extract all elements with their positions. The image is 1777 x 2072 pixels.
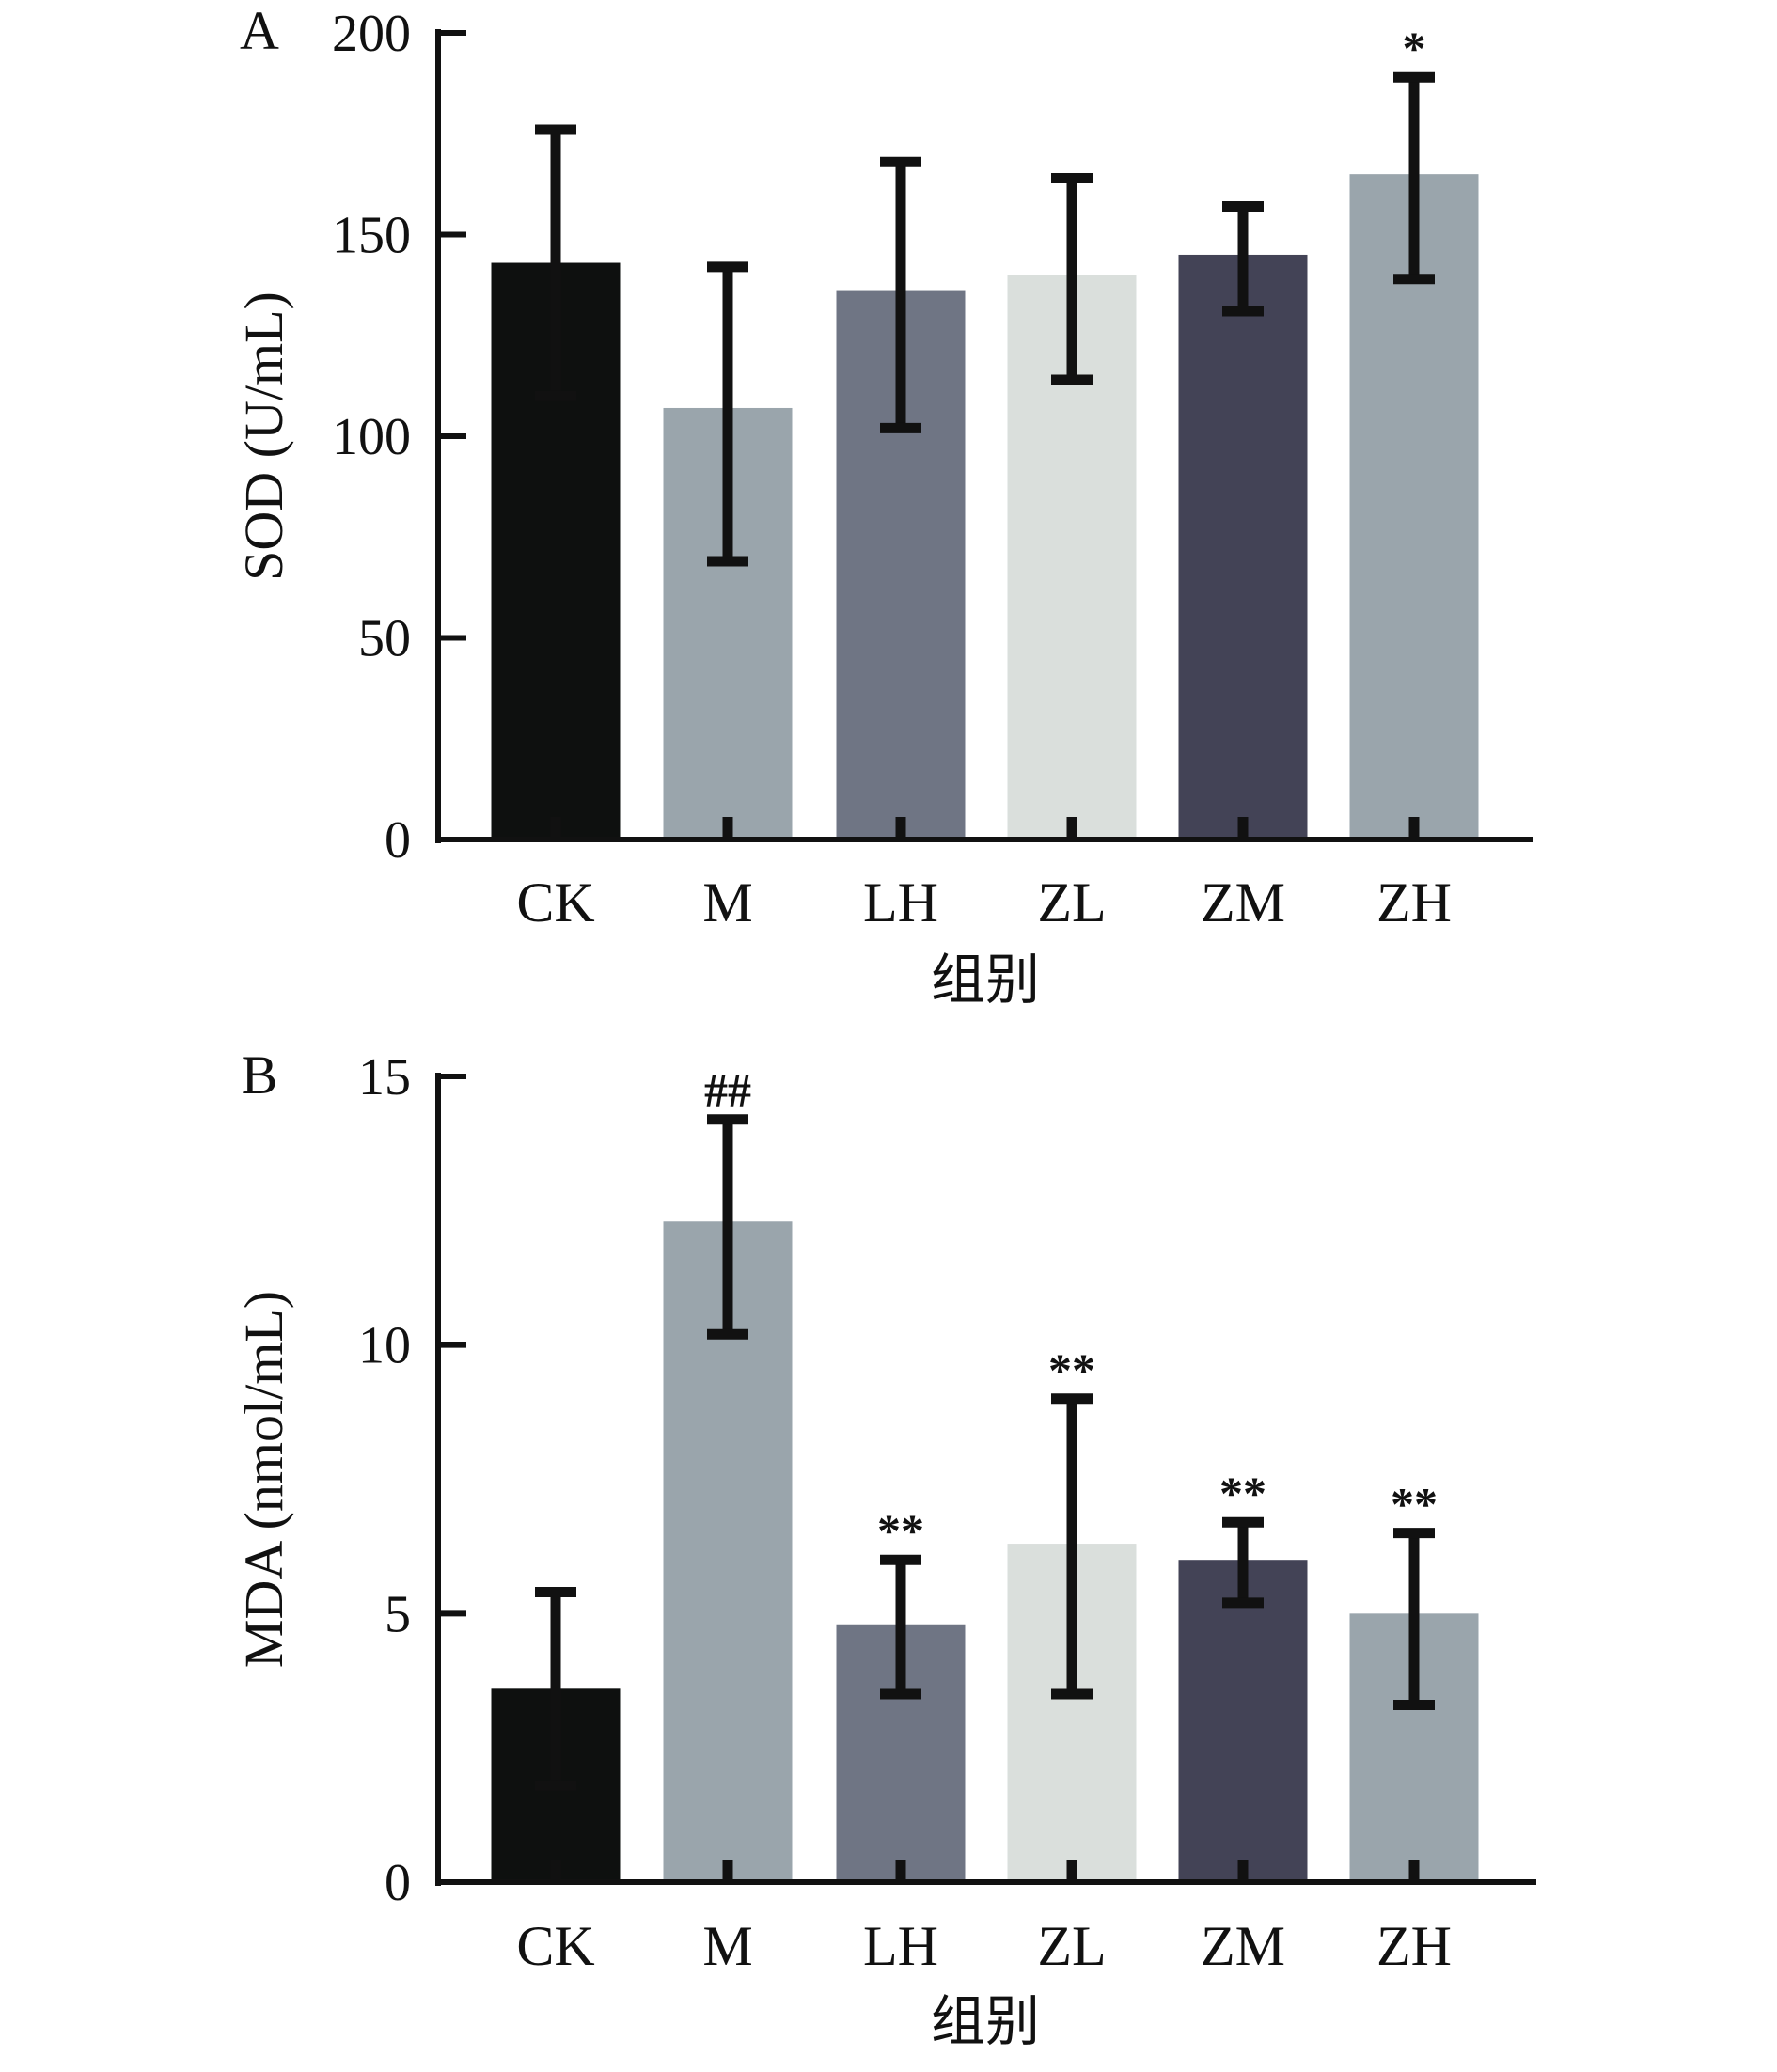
significance-label: ** xyxy=(1391,1478,1438,1530)
y-tick-label: 150 xyxy=(332,207,411,265)
x-tick-label: LH xyxy=(863,871,938,934)
x-tick-label: ZH xyxy=(1376,871,1452,934)
x-axis-label: 组别 xyxy=(931,950,1040,1011)
x-tick-label: CK xyxy=(516,1915,594,1977)
panel-label: A xyxy=(240,0,279,61)
significance-label: * xyxy=(1403,22,1426,74)
significance-label: ## xyxy=(704,1064,751,1117)
y-axis-label: MDA (nmol/mL) xyxy=(233,1291,294,1668)
significance-label: ** xyxy=(1048,1343,1095,1396)
x-tick-label: ZM xyxy=(1201,1915,1285,1977)
chart-panel-b: CK ## M ** LH ** ZL ** ZM ** ZH 0 5 10 15 MDA (nmol/mL)… xyxy=(233,1044,1536,2052)
x-tick-label: LH xyxy=(863,1915,938,1977)
x-tick-label: ZM xyxy=(1201,871,1285,934)
x-axis-label: 组别 xyxy=(931,1991,1040,2052)
y-tick-label: 200 xyxy=(332,5,411,63)
bar-zm xyxy=(1178,1560,1308,1882)
y-axis-label: SOD (U/mL) xyxy=(233,291,294,581)
y-tick-label: 15 xyxy=(358,1048,411,1107)
significance-label: ** xyxy=(877,1504,924,1557)
bar-zh xyxy=(1349,174,1479,840)
y-tick-label: 100 xyxy=(332,408,411,466)
x-tick-label: M xyxy=(702,871,752,934)
x-tick-label: CK xyxy=(516,871,594,934)
y-tick-label: 10 xyxy=(358,1317,411,1375)
y-tick-label: 50 xyxy=(358,610,411,668)
x-tick-label: ZL xyxy=(1037,1915,1106,1977)
x-tick-label: ZH xyxy=(1376,1915,1452,1977)
significance-label: ** xyxy=(1219,1467,1266,1519)
y-tick-label: 5 xyxy=(385,1585,411,1643)
x-tick-label: ZL xyxy=(1037,871,1106,934)
bar-zm xyxy=(1178,254,1308,840)
y-tick-label: 0 xyxy=(385,811,411,870)
chart-panel-a: CK M LH ZL ZM * ZH 0 50 100 150 200 SOD (U/mL) 组别 A xyxy=(233,0,1533,1011)
x-tick-label: M xyxy=(702,1915,752,1977)
panel-label: B xyxy=(242,1044,278,1106)
y-tick-label: 0 xyxy=(385,1854,411,1912)
